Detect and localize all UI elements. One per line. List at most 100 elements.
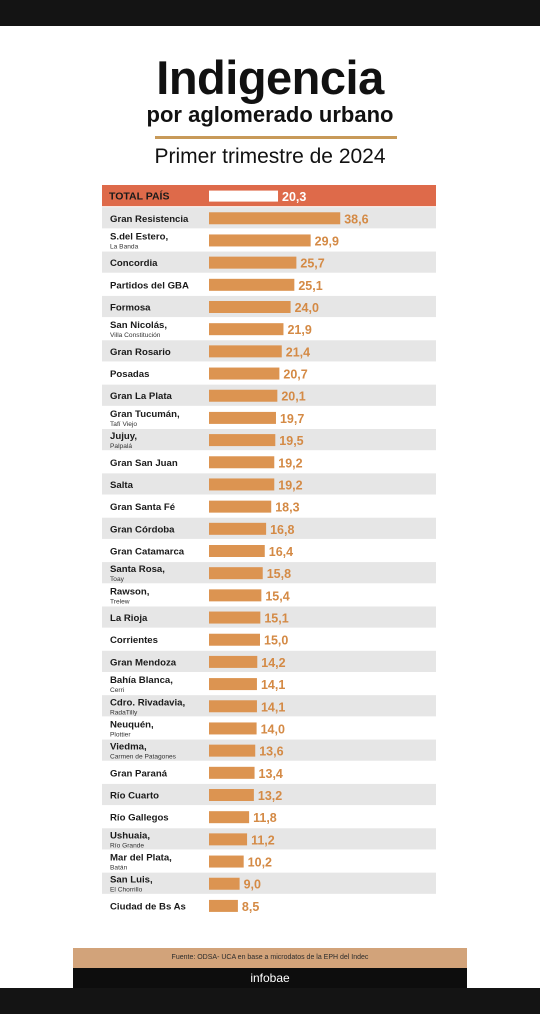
bar	[209, 478, 275, 491]
chart-row: Salta 19,2	[102, 473, 436, 495]
value-label: 15,8	[267, 567, 291, 581]
category-sublabel: Río Grande	[110, 842, 144, 849]
top-bar	[0, 0, 540, 26]
bar	[209, 833, 248, 846]
chart-row: Ushuaia,Río Grande 11,2	[102, 828, 436, 850]
value-label: 14,2	[261, 656, 285, 670]
value-label: 20,1	[281, 390, 305, 404]
category-sublabel: Batán	[110, 865, 128, 872]
value-label: 16,4	[269, 545, 293, 559]
source-note: Fuente: ODSA- UCA en base a microdatos d…	[73, 948, 467, 968]
category-label: Bahía Blanca,	[110, 675, 173, 686]
category-label: La Rioja	[110, 613, 148, 624]
category-sublabel: Carmen de Patagones	[110, 754, 177, 761]
value-label: 25,7	[300, 257, 324, 271]
brand-logo: infobae	[73, 968, 467, 988]
category-label: Santa Rosa,	[110, 564, 165, 575]
category-sublabel: Plottier	[110, 731, 131, 738]
bar	[209, 389, 278, 402]
bar	[209, 589, 262, 602]
chart-row: Gran Tucumán,Tafí Viejo 19,7	[110, 409, 304, 428]
bar	[209, 811, 250, 824]
value-label: 13,4	[259, 767, 283, 781]
row-stripe	[102, 650, 436, 672]
bar	[209, 256, 297, 269]
category-label: Viedma,	[110, 742, 147, 753]
value-label: 19,2	[278, 456, 302, 470]
chart-row: Rawson,Trelew 15,4	[110, 586, 290, 605]
value-label: 11,8	[253, 811, 277, 825]
category-label: Gran Catamarca	[110, 547, 185, 558]
category-label: Gran Paraná	[110, 768, 168, 779]
row-stripe	[102, 739, 436, 761]
chart-row: Neuquén,Plottier 14,0	[110, 719, 285, 738]
row-stripe	[102, 872, 436, 894]
chart-row: Gran San Juan 19,2	[110, 456, 303, 470]
chart-row: Mar del Plata,Batán 10,2	[110, 853, 272, 872]
chart-row: Cdro. Rivadavia,RadaTilly 14,1	[102, 695, 436, 717]
row-stripe	[102, 695, 436, 717]
value-label: 21,4	[286, 345, 310, 359]
category-label: Río Gallegos	[110, 813, 169, 824]
bar	[209, 278, 295, 291]
bar	[209, 500, 272, 513]
bar	[209, 234, 311, 247]
bar	[209, 212, 341, 225]
bar	[209, 633, 260, 646]
bar	[209, 345, 282, 358]
bar	[209, 766, 255, 779]
category-label: TOTAL PAÍS	[109, 190, 169, 203]
chart-row: Gran Rosario 21,4	[102, 340, 436, 362]
chart-row: San Luis,El Chorrillo 9,0	[102, 872, 436, 894]
bar	[209, 456, 275, 469]
category-label: Partidos del GBA	[110, 280, 189, 291]
chart-row: Gran Paraná 13,4	[110, 766, 283, 781]
value-label: 14,1	[261, 678, 285, 692]
chart-period: Primer trimestre de 2024	[154, 145, 386, 168]
category-label: Gran Santa Fé	[110, 502, 175, 513]
chart-row: Corrientes 15,0	[110, 633, 288, 648]
bar	[209, 700, 257, 713]
row-stripe	[102, 783, 436, 806]
chart-row: Gran Catamarca 16,4	[110, 545, 293, 559]
bar	[209, 367, 280, 380]
row-stripe	[102, 517, 436, 539]
value-label: 13,2	[258, 789, 282, 803]
value-label: 13,6	[259, 745, 283, 759]
chart-row: Concordia 25,7	[102, 251, 436, 273]
title-divider	[155, 136, 397, 139]
category-label: Neuquén,	[110, 719, 154, 730]
category-label: San Nicolás,	[110, 320, 167, 331]
category-sublabel: Villa Constitución	[110, 332, 161, 339]
value-label: 20,7	[283, 368, 307, 382]
category-sublabel: Trelew	[110, 598, 130, 605]
category-label: Posadas	[110, 369, 149, 380]
category-label: Gran Córdoba	[110, 524, 175, 535]
bar	[209, 744, 256, 757]
bar	[209, 655, 258, 668]
bar	[209, 522, 267, 535]
value-label: 11,2	[251, 833, 275, 847]
chart-title: Indigencia	[156, 51, 384, 104]
bar	[209, 678, 257, 691]
chart-row: Gran La Plata 20,1	[102, 384, 436, 406]
row-stripe	[102, 562, 436, 584]
value-label: 29,9	[315, 234, 339, 248]
category-label: S.del Estero,	[110, 231, 168, 242]
value-label: 9,0	[244, 878, 261, 892]
value-label: 15,1	[264, 612, 288, 626]
category-label: Jujuy,	[110, 431, 137, 442]
value-label: 15,0	[264, 634, 288, 648]
chart-row: Formosa 24,0	[102, 295, 436, 318]
category-label: Gran San Juan	[110, 458, 178, 469]
category-sublabel: Toay	[110, 576, 125, 583]
category-label: Ciudad de Bs As	[110, 901, 186, 912]
chart-row: Jujuy,Palpalá 19,5	[102, 429, 436, 451]
chart-row: La Rioja 15,1	[102, 606, 436, 628]
chart-row: Ciudad de Bs As 8,5	[110, 899, 259, 914]
bar	[209, 722, 257, 735]
bar	[209, 190, 279, 202]
row-stripe	[102, 606, 436, 628]
chart-row: Bahía Blanca,Cerri 14,1	[110, 675, 285, 694]
bar	[209, 545, 265, 557]
